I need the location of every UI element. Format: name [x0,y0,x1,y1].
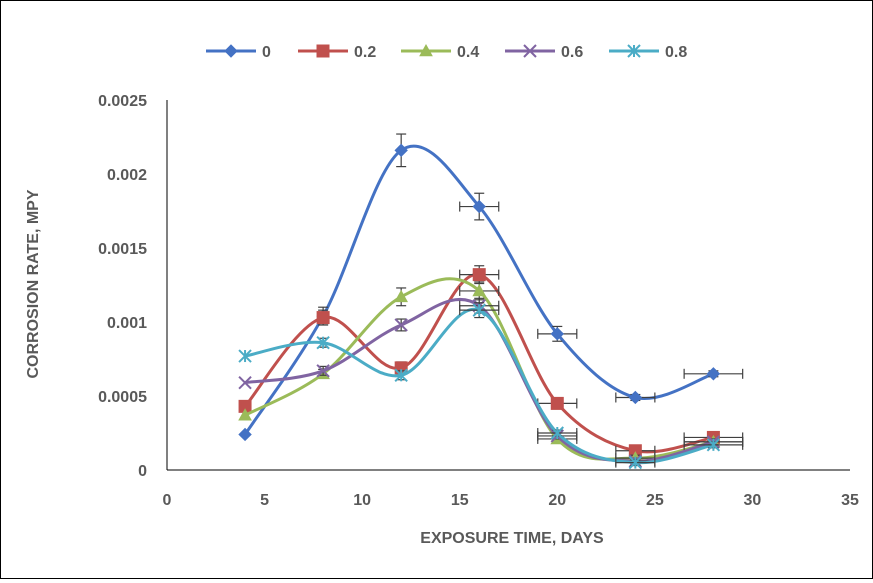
asterisk-marker [238,349,252,363]
series-0.6 [238,297,744,468]
asterisk-marker [394,368,408,382]
y-tick-label: 0.0005 [98,389,147,406]
x-tick-label: 25 [646,492,664,509]
square-marker [316,311,330,325]
series-0.2 [238,265,744,458]
asterisk-marker [627,44,641,58]
y-tick-label: 0.001 [107,315,147,332]
legend-label: 0.8 [665,44,687,61]
x-tick-label: 10 [353,492,371,509]
y-tick-label: 0.0025 [98,93,147,110]
asterisk-marker [316,336,330,350]
axes [166,100,850,471]
x-tick-label: 30 [744,492,762,509]
diamond-marker [706,367,721,381]
legend-label: 0 [262,44,271,61]
legend-item-0.6: 0.6 [505,44,583,61]
diamond-marker [550,327,564,341]
x-tick-label: 0 [163,492,172,509]
x-tick-labels: 0 5 10 15 20 25 30 35 [163,492,859,509]
square-marker [316,44,330,58]
y-tick-labels: 0 0.0005 0.001 0.0015 0.002 0.0025 [98,93,147,480]
x-marker [523,44,537,58]
triangle-marker [394,289,409,303]
asterisk-marker [706,438,721,452]
diamond-marker [628,390,643,405]
legend-item-0: 0 [206,44,271,61]
y-tick-label: 0 [138,463,147,480]
legend-label: 0.4 [457,44,479,61]
x-marker [316,364,330,378]
triangle-marker [419,43,433,57]
legend-label: 0.6 [561,44,583,61]
series-0 [238,133,744,442]
square-marker [550,396,564,410]
diamond-marker [472,199,486,214]
x-tick-label: 35 [841,492,859,509]
x-tick-label: 20 [548,492,566,509]
x-tick-label: 5 [260,492,269,509]
legend: 0 0.2 0.4 0.6 0.8 [206,43,687,61]
triangle-marker [472,283,487,297]
diamond-marker [224,44,238,58]
asterisk-marker [628,455,643,470]
y-tick-label: 0.0015 [98,241,147,258]
square-marker [472,268,486,282]
legend-item-0.4: 0.4 [401,43,479,61]
x-marker [238,375,252,390]
y-tick-label: 0.002 [107,167,147,184]
series-0.4 [238,277,744,464]
legend-item-0.8: 0.8 [609,44,687,61]
legend-item-0.2: 0.2 [298,44,376,61]
x-tick-label: 15 [451,492,469,509]
x-marker [394,318,408,332]
triangle-marker [238,408,252,421]
x-axis-title: EXPOSURE TIME, DAYS [420,530,604,547]
asterisk-marker [550,426,564,440]
asterisk-marker [472,303,486,317]
series-0.8 [238,302,744,470]
series-layer [238,133,744,470]
diamond-marker [394,143,408,158]
diamond-marker [238,427,252,442]
y-axis-title: CORROSION RATE, MPY [25,189,42,378]
legend-label: 0.2 [354,44,376,61]
